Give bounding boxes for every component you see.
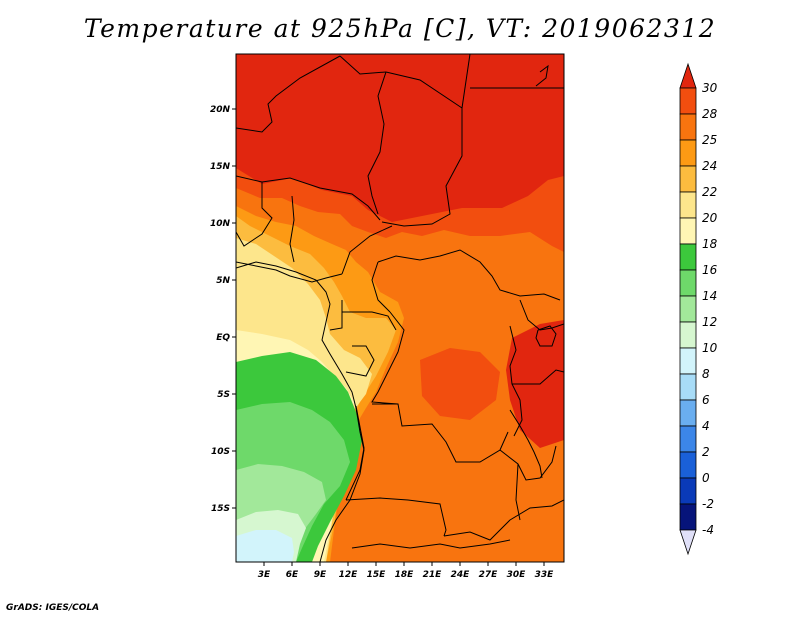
border-line: [289, 195, 295, 263]
border-line: [385, 71, 463, 109]
colorbar-label: 14: [702, 289, 717, 303]
colorbar-label: 16: [702, 263, 718, 277]
border-line: [371, 261, 391, 313]
colorbar-swatch: [679, 425, 697, 453]
border-line: [372, 403, 509, 463]
map-title: Temperature at 925hPa [C], VT: 201906231…: [83, 14, 717, 43]
colorbar-swatch: [679, 139, 697, 167]
colorbar-label: 8: [702, 367, 710, 381]
colorbar-swatch: [679, 113, 697, 141]
border-line: [461, 54, 471, 109]
colorbar-label: 20: [702, 211, 718, 225]
lat-label: 5S: [217, 390, 230, 400]
lon-label: 30E: [507, 570, 527, 580]
lat-label: 20N: [210, 105, 231, 115]
hotspot-central: [420, 348, 500, 420]
country-borders: [236, 54, 564, 562]
colorbar-label: 25: [702, 133, 717, 147]
lat-label: 5N: [216, 276, 230, 286]
lon-label: 18E: [395, 570, 415, 580]
border-line: [236, 55, 341, 133]
border-line: [345, 345, 375, 377]
colorbar-label: 2: [702, 445, 710, 459]
colorbar-swatch: [679, 399, 697, 427]
lake-outline: [535, 325, 557, 347]
colorbar-label: 12: [702, 315, 717, 329]
lon-label: 9E: [314, 570, 327, 580]
border-line: [236, 261, 343, 283]
border-line: [345, 497, 447, 537]
border-line: [535, 64, 549, 87]
border-line: [367, 71, 387, 215]
border-line: [329, 300, 343, 331]
colorbar-label: 28: [702, 107, 718, 121]
colorbar-label: 4: [702, 419, 710, 433]
colorbar-swatch: [679, 373, 697, 401]
map-frame: [235, 53, 565, 563]
lon-label: 21E: [423, 570, 443, 580]
lon-label: 15E: [367, 570, 387, 580]
lon-label: 33E: [535, 570, 555, 580]
lat-label: 15S: [211, 504, 230, 514]
colorbar-swatch: [679, 87, 697, 115]
lat-axis: 20N 15N 10N 5N EQ 5S 10S 15S: [210, 105, 236, 514]
grads-credit: GrADS: IGES/COLA: [6, 603, 100, 613]
field-8: [236, 530, 294, 562]
colorbar: 30 28 25 24 22 20 18 16 14 12 10 8 6 4 2…: [679, 62, 718, 556]
colorbar-swatch: [679, 347, 697, 375]
lake-outline: [509, 409, 543, 479]
border-line: [519, 299, 564, 331]
border-line: [341, 225, 393, 275]
colorbar-swatch: [679, 451, 697, 479]
colorbar-label: -2: [702, 497, 714, 511]
border-line: [236, 182, 273, 247]
lon-label: 27E: [479, 570, 499, 580]
colorbar-label: -4: [702, 523, 714, 537]
colorbar-swatch: [679, 477, 697, 505]
lon-label: 12E: [339, 570, 359, 580]
border-line: [512, 369, 564, 385]
colorbar-label: 24: [702, 159, 717, 173]
border-line: [339, 55, 387, 75]
colorbar-swatch: [679, 243, 697, 271]
border-line: [371, 311, 405, 405]
colorbar-label: 22: [702, 185, 717, 199]
colorbar-swatch-top-arrow: [679, 62, 697, 89]
coastline: [236, 261, 365, 562]
colorbar-swatch: [679, 503, 697, 531]
border-line: [515, 463, 521, 521]
border-line: [381, 108, 463, 227]
lat-label: 10N: [210, 219, 231, 229]
lon-label: 3E: [258, 570, 271, 580]
border-line: [342, 311, 397, 331]
colorbar-label: 30: [702, 81, 718, 95]
colorbar-label: 18: [702, 237, 718, 251]
colorbar-swatch: [679, 165, 697, 193]
colorbar-swatch: [679, 269, 697, 297]
colorbar-label: 0: [702, 471, 710, 485]
colorbar-swatch: [679, 295, 697, 323]
border-line: [351, 539, 511, 549]
temperature-field: [236, 54, 564, 562]
lon-label: 6E: [286, 570, 299, 580]
colorbar-swatch: [679, 321, 697, 349]
colorbar-swatch: [679, 217, 697, 245]
border-line: [377, 249, 561, 301]
lon-label: 24E: [451, 570, 471, 580]
colorbar-swatch-bottom-arrow: [679, 529, 697, 556]
lat-label: 15N: [210, 162, 231, 172]
colorbar-label: 6: [702, 393, 710, 407]
colorbar-label: 10: [702, 341, 718, 355]
lat-label: EQ: [216, 333, 230, 343]
lon-axis: 3E 6E 9E 12E 15E 18E 21E 24E 27E 30E 33E: [258, 562, 554, 580]
lat-label: 10S: [211, 447, 230, 457]
colorbar-swatch: [679, 191, 697, 219]
border-line: [499, 445, 557, 481]
border-line: [443, 499, 564, 541]
